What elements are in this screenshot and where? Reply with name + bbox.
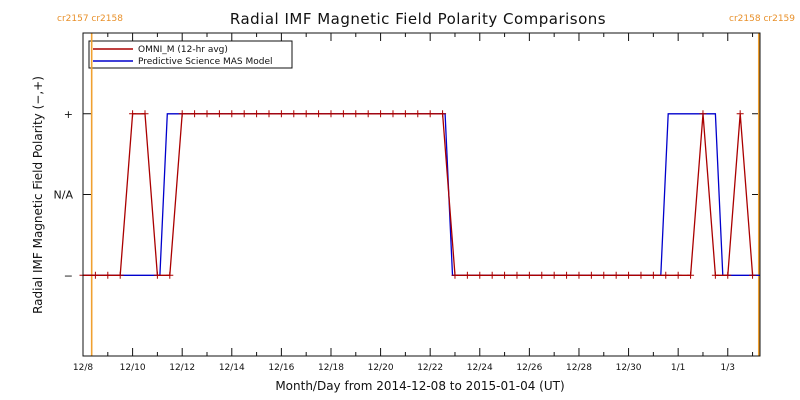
- data-point-omni: [178, 110, 186, 118]
- series-layer: [79, 33, 760, 356]
- legend-box: [88, 40, 293, 69]
- x-tick-label: 12/24: [467, 363, 493, 373]
- data-point-omni: [662, 271, 670, 279]
- data-point-omni: [104, 271, 112, 279]
- data-point-omni: [575, 271, 583, 279]
- data-point-omni: [463, 271, 471, 279]
- data-point-omni: [625, 271, 633, 279]
- data-point-omni: [637, 271, 645, 279]
- data-point-omni: [451, 271, 459, 279]
- data-point-omni: [116, 271, 124, 279]
- data-point-omni: [141, 110, 149, 118]
- data-point-omni: [253, 110, 261, 118]
- data-point-omni: [488, 271, 496, 279]
- x-tick-label: 1/3: [721, 363, 735, 373]
- data-point-omni: [302, 110, 310, 118]
- chart-title: Radial IMF Magnetic Field Polarity Compa…: [230, 10, 606, 28]
- x-tick-label: 12/8: [73, 363, 93, 373]
- data-point-omni: [414, 110, 422, 118]
- data-point-omni: [265, 110, 273, 118]
- x-tick-label: 12/16: [268, 363, 294, 373]
- y-tick-label: N/A: [54, 189, 74, 202]
- carrington-label: cr2157 cr2158: [57, 14, 123, 24]
- data-point-omni: [401, 110, 409, 118]
- data-point-omni: [439, 110, 447, 118]
- data-point-omni: [203, 110, 211, 118]
- data-point-omni: [426, 110, 434, 118]
- data-point-omni: [600, 271, 608, 279]
- x-tick-label: 12/20: [368, 363, 394, 373]
- data-point-omni: [129, 110, 137, 118]
- data-point-omni: [166, 271, 174, 279]
- x-tick-label: 12/26: [516, 363, 542, 373]
- data-point-omni: [538, 271, 546, 279]
- data-point-omni: [290, 110, 298, 118]
- data-point-omni: [315, 110, 323, 118]
- data-point-omni: [339, 110, 347, 118]
- y-axis-label: Radial IMF Magnetic Field Polarity (−,+): [31, 76, 45, 314]
- x-tick-label: 12/12: [169, 363, 195, 373]
- data-point-omni: [736, 110, 744, 118]
- x-tick-label: 12/30: [616, 363, 642, 373]
- x-tick-label: 12/18: [318, 363, 344, 373]
- data-point-omni: [550, 271, 558, 279]
- data-point-omni: [240, 110, 248, 118]
- y-tick-label: −: [64, 269, 73, 282]
- data-point-omni: [687, 271, 695, 279]
- carrington-label: cr2158 cr2159: [729, 14, 795, 24]
- x-axis-label: Month/Day from 2014-12-08 to 2015-01-04 …: [275, 379, 564, 393]
- data-point-omni: [587, 271, 595, 279]
- data-point-omni: [612, 271, 620, 279]
- legend: OMNI_M (12-hr avg) Predictive Science MA…: [88, 40, 293, 69]
- data-point-omni: [153, 271, 161, 279]
- x-tick-label: 12/22: [417, 363, 443, 373]
- data-point-omni: [277, 110, 285, 118]
- data-point-omni: [228, 110, 236, 118]
- data-point-omni: [525, 271, 533, 279]
- data-point-omni: [377, 110, 385, 118]
- x-tick-label: 1/1: [671, 363, 685, 373]
- data-point-omni: [501, 271, 509, 279]
- data-point-omni: [563, 271, 571, 279]
- data-point-omni: [215, 110, 223, 118]
- data-point-omni: [513, 271, 521, 279]
- data-point-omni: [674, 271, 682, 279]
- legend-label-mas: Predictive Science MAS Model: [138, 57, 273, 67]
- plot-frame: [82, 32, 761, 357]
- x-tick-label: 12/10: [120, 363, 146, 373]
- data-point-omni: [724, 271, 732, 279]
- data-point-omni: [711, 271, 719, 279]
- data-point-omni: [91, 271, 99, 279]
- data-point-omni: [327, 110, 335, 118]
- data-point-omni: [364, 110, 372, 118]
- y-tick-label: +: [64, 108, 73, 121]
- legend-label-omni: OMNI_M (12-hr avg): [138, 45, 228, 55]
- data-point-omni: [389, 110, 397, 118]
- data-point-omni: [352, 110, 360, 118]
- carrington-labels: cr2157 cr2158 cr2158 cr2159: [57, 14, 795, 24]
- x-axis-ticks: 12/8 12/10 12/12 12/14 12/16 12/18 12/20 12/22 1…: [73, 33, 754, 373]
- data-point-omni: [191, 110, 199, 118]
- data-point-omni: [476, 271, 484, 279]
- data-point-omni: [749, 271, 757, 279]
- x-tick-label: 12/14: [219, 363, 245, 373]
- data-point-omni: [649, 271, 657, 279]
- data-point-omni: [699, 110, 707, 118]
- x-tick-label: 12/28: [566, 363, 592, 373]
